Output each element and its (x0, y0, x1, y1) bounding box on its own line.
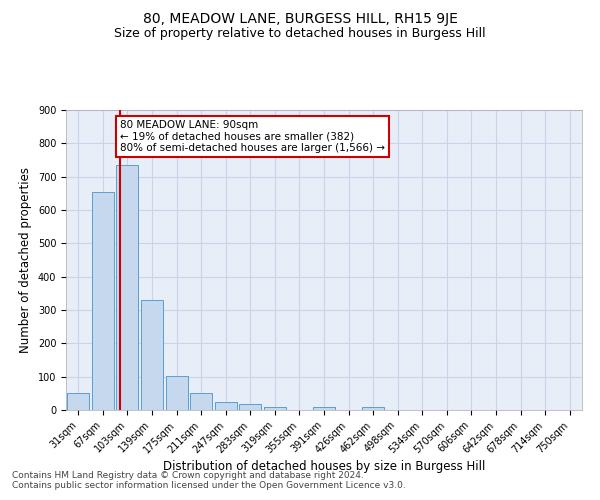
Bar (141, 300, 163, 410)
Bar (92, 192, 114, 410)
Text: 80, MEADOW LANE, BURGESS HILL, RH15 9JE: 80, MEADOW LANE, BURGESS HILL, RH15 9JE (143, 12, 457, 26)
Y-axis label: Number of detached properties: Number of detached properties (19, 167, 32, 353)
Bar (362, 408, 384, 410)
Bar (239, 404, 262, 410)
Bar (190, 394, 212, 410)
X-axis label: Distribution of detached houses by size in Burgess Hill: Distribution of detached houses by size … (163, 460, 485, 473)
Bar (264, 406, 286, 410)
Text: Contains HM Land Registry data © Crown copyright and database right 2024.
Contai: Contains HM Land Registry data © Crown c… (12, 470, 406, 490)
Bar (215, 402, 237, 410)
Bar (116, 165, 139, 410)
Bar (67, 394, 89, 410)
Text: Size of property relative to detached houses in Burgess Hill: Size of property relative to detached ho… (114, 28, 486, 40)
Bar (313, 408, 335, 410)
Text: 80 MEADOW LANE: 90sqm
← 19% of detached houses are smaller (382)
80% of semi-det: 80 MEADOW LANE: 90sqm ← 19% of detached … (120, 120, 385, 153)
Bar (166, 376, 188, 410)
